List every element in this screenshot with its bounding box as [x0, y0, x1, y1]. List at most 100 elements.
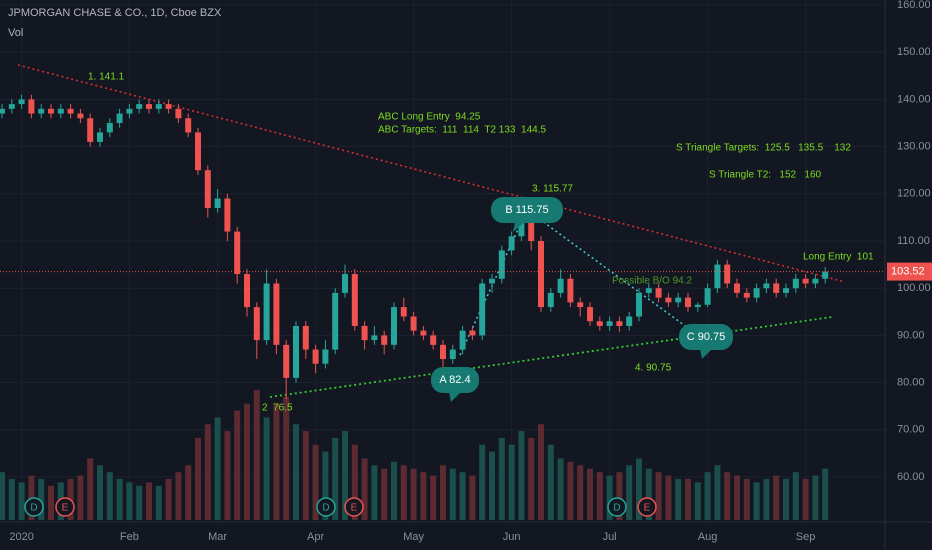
volume-bar — [302, 431, 309, 520]
candle-body — [126, 108, 133, 114]
candle-body — [753, 288, 760, 298]
volume-bar — [694, 482, 701, 520]
candle-body — [391, 307, 397, 345]
event-label: D — [30, 503, 37, 514]
event-label: D — [613, 503, 620, 514]
annotation: Long Entry 101 — [803, 252, 874, 263]
candle-body — [381, 335, 388, 345]
candle-body — [763, 283, 770, 289]
candle-body — [626, 316, 633, 326]
x-tick-label: Mar — [208, 531, 227, 543]
volume-bar — [106, 472, 113, 520]
candle-body — [342, 274, 348, 293]
volume-bar — [636, 458, 642, 520]
volume-bar — [606, 475, 613, 520]
volume-bar — [773, 475, 780, 520]
volume-bar — [734, 475, 740, 520]
volume-bar — [391, 461, 397, 520]
event-badge — [24, 497, 44, 517]
candle-body — [655, 288, 662, 298]
candle-body — [214, 198, 221, 208]
volume-bar — [753, 482, 760, 520]
volume-bar — [234, 410, 241, 520]
volume-bar — [567, 461, 574, 520]
annotation: 2 76.5 — [262, 403, 293, 414]
volume-bar — [822, 468, 829, 520]
annotation: ABC Targets: 111 114 T2 133 144.5 — [378, 125, 547, 136]
volume-bar — [557, 458, 564, 520]
y-tick-label: 140.00 — [897, 93, 931, 105]
candle-body — [802, 278, 809, 284]
volume-bar — [195, 437, 201, 520]
candle-body — [283, 344, 290, 378]
candle-body — [459, 330, 466, 350]
volume-bar — [126, 482, 133, 520]
volume-bar — [616, 472, 623, 520]
callout-text: B 115.75 — [505, 204, 548, 216]
candle-body — [812, 278, 819, 284]
x-tick-label: May — [403, 531, 424, 543]
candle-body — [773, 283, 780, 293]
candle-body — [351, 274, 358, 326]
volume-bar — [48, 485, 54, 520]
candle-body — [440, 344, 446, 359]
volume-bar — [97, 465, 103, 520]
candle-body — [792, 278, 799, 289]
event-badge — [55, 497, 75, 517]
y-tick-label: 70.00 — [897, 424, 925, 436]
volume-bar — [322, 451, 329, 520]
candle-body — [28, 99, 35, 114]
x-tick-label: Sep — [796, 531, 816, 543]
candle-body — [587, 307, 593, 322]
y-tick-label: 130.00 — [897, 141, 931, 153]
y-tick-label: 100.00 — [897, 282, 931, 294]
axes: 60.00 70.00 80.00 90.00 100.00 110.00 120.00 13… — [9, 0, 932, 543]
event-badge — [607, 497, 627, 517]
volume-bar — [253, 390, 260, 520]
volume-bar — [792, 472, 799, 520]
volume-bar — [361, 458, 368, 520]
volume-bar — [165, 478, 172, 520]
event-badge — [637, 497, 657, 517]
volume-bar — [136, 485, 143, 520]
candle-body — [106, 123, 113, 133]
event-label: D — [322, 503, 329, 514]
candle-body — [743, 292, 750, 298]
candle-body — [469, 330, 476, 336]
candle-body — [734, 283, 740, 293]
volume-bar — [489, 451, 495, 520]
volume-bar — [685, 478, 691, 520]
candle-body — [430, 335, 437, 345]
volume-bar — [675, 478, 682, 520]
volume-bar — [596, 472, 603, 520]
x-tick-label: Jul — [603, 531, 617, 543]
volume-bar — [498, 437, 505, 520]
candle-body — [420, 330, 427, 336]
candle-body — [665, 297, 672, 303]
annotation: 1. 141.1 — [88, 72, 125, 83]
candle-body — [636, 292, 642, 317]
candle-body — [48, 108, 54, 114]
volume-bar — [371, 465, 378, 520]
candle-body — [714, 264, 721, 289]
volume-bar — [342, 431, 348, 520]
volume-bar — [400, 465, 407, 520]
y-tick-label: 120.00 — [897, 188, 931, 200]
candle-body — [312, 349, 319, 364]
volume-bar — [587, 468, 593, 520]
volume-bar — [410, 468, 417, 520]
candle-body — [185, 118, 192, 133]
candle-body — [528, 217, 535, 241]
chart-title: JPMORGAN CHASE & CO., 1D, Cboe BZX — [8, 7, 222, 19]
x-tick-label: Apr — [307, 531, 324, 543]
candle-body — [694, 304, 701, 308]
volume-bar — [283, 396, 290, 520]
volume-bar — [528, 437, 535, 520]
candle-body — [175, 108, 182, 119]
candle-body — [400, 307, 407, 317]
candle-body — [645, 288, 652, 293]
price-label: 103.52 — [891, 265, 925, 277]
volume-bar — [146, 482, 152, 520]
